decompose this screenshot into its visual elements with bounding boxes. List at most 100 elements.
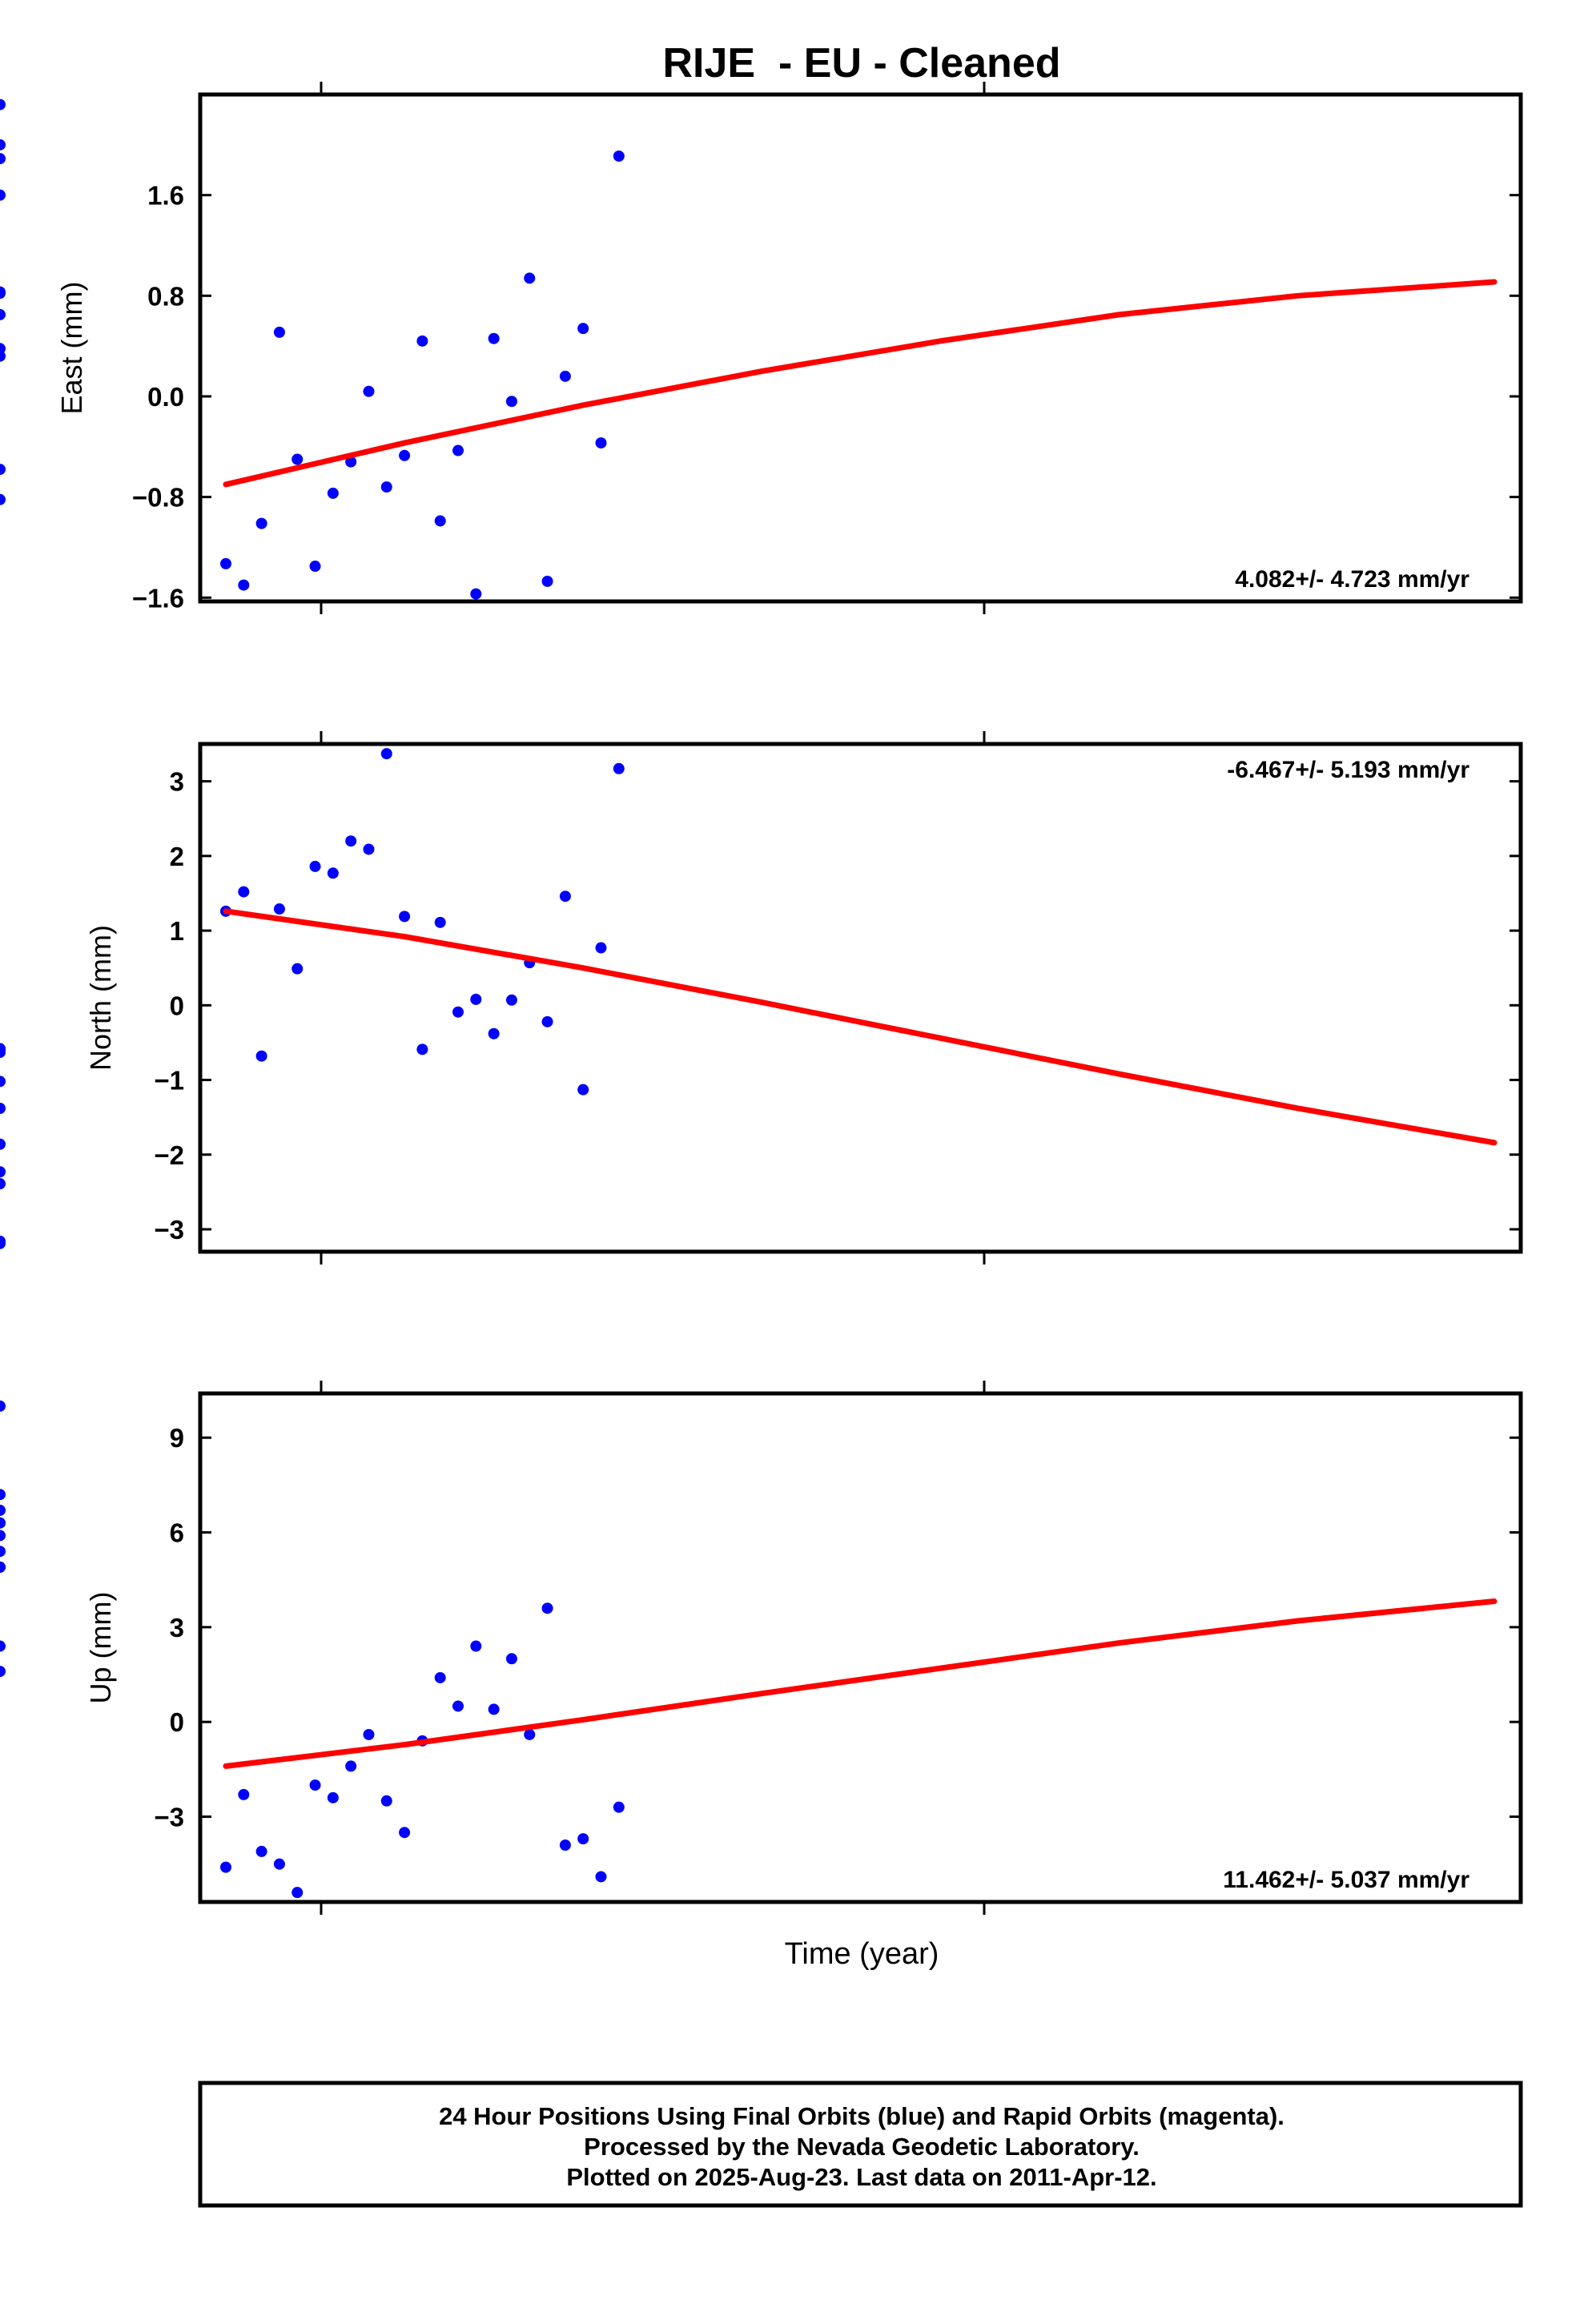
data-point: [559, 891, 571, 903]
data-point: [399, 911, 411, 923]
data-point: [434, 916, 446, 928]
data-point: [309, 1779, 321, 1791]
y-tick-label: 3: [170, 767, 184, 797]
data-point: [220, 557, 231, 569]
y-tick-label: 1.6: [147, 181, 184, 211]
y-tick-label: −3: [154, 1803, 184, 1832]
data-point: [255, 1845, 267, 1857]
y-tick-label: 1: [170, 916, 184, 946]
data-point: [0, 1666, 6, 1678]
data-point: [0, 1504, 6, 1516]
panel-east: 1.6 0.8 0.0 −0.8 −1.6 East (mm) 4.082+/- 4.723…: [0, 82, 1523, 614]
data-point: [273, 326, 285, 338]
data-point: [416, 335, 428, 347]
data-point: [488, 1703, 500, 1715]
data-point: [559, 1839, 571, 1852]
data-point: [345, 1760, 357, 1772]
data-point: [434, 515, 446, 527]
data-point: [0, 99, 6, 111]
y-tick-label: −1: [154, 1066, 184, 1096]
data-point: [613, 1801, 625, 1813]
data-point: [470, 1640, 482, 1652]
y-tick-label: 0.0: [147, 382, 184, 412]
y-tick-label: −1.6: [132, 583, 184, 613]
data-point: [505, 396, 517, 408]
y-tick-label: −2: [154, 1140, 184, 1170]
x-axis-label: Time (year): [785, 1937, 939, 1971]
data-point: [0, 1235, 6, 1247]
data-point: [327, 867, 339, 879]
data-point: [363, 843, 375, 855]
data-point: [0, 1043, 6, 1055]
data-point: [595, 437, 607, 449]
data-point: [399, 449, 411, 461]
data-point: [541, 1602, 553, 1614]
data-point: [273, 1858, 285, 1870]
data-point: [0, 1530, 6, 1542]
data-point: [613, 762, 625, 774]
data-point: [255, 1050, 267, 1062]
data-point: [0, 1138, 6, 1150]
data-point: [238, 886, 250, 898]
data-point: [0, 1076, 6, 1088]
data-point: [524, 1728, 536, 1740]
data-point: [399, 1827, 411, 1839]
data-point: [0, 1561, 6, 1573]
data-point: [488, 332, 500, 344]
footer-line-3: Plotted on 2025-Aug-23. Last data on 201…: [566, 2163, 1156, 2191]
y-tick-label: 0.8: [147, 281, 184, 311]
data-point: [577, 323, 589, 335]
data-point: [0, 153, 6, 165]
data-point: [541, 575, 553, 587]
rate-label: 4.082+/- 4.723 mm/yr: [1235, 566, 1469, 593]
data-point: [505, 1653, 517, 1665]
data-point: [327, 487, 339, 499]
data-point: [0, 1166, 6, 1178]
rate-label: 11.462+/- 5.037 mm/yr: [1223, 1867, 1469, 1893]
data-point: [291, 1887, 304, 1899]
data-point: [309, 561, 321, 573]
data-point: [416, 1043, 428, 1055]
y-tick-label: 3: [170, 1613, 184, 1642]
data-point: [595, 942, 607, 954]
fit-line: [223, 908, 1498, 1146]
data-point: [0, 1102, 6, 1114]
data-point: [363, 385, 375, 397]
data-point: [452, 1006, 464, 1018]
data-point: [0, 1489, 6, 1501]
data-point: [613, 150, 625, 162]
data-point: [291, 453, 304, 465]
chart-title: RIJE - EU - Cleaned: [663, 40, 1061, 86]
y-tick-label: 2: [170, 842, 184, 871]
data-point: [0, 1400, 6, 1412]
footer-box: [198, 2081, 1523, 2208]
data-point: [470, 993, 482, 1005]
y-axis-label: East (mm): [55, 282, 88, 415]
data-point: [345, 835, 357, 847]
data-point: [273, 903, 285, 915]
data-point: [380, 481, 392, 493]
data-point: [309, 860, 321, 872]
data-point: [238, 579, 250, 591]
y-axis-label: Up (mm): [84, 1592, 117, 1704]
data-point: [541, 1015, 553, 1027]
data-point: [220, 1861, 231, 1873]
data-point: [488, 1027, 500, 1039]
data-point: [0, 1178, 6, 1190]
data-point: [595, 1871, 607, 1883]
y-tick-label: 0: [170, 1707, 184, 1737]
data-point: [0, 493, 6, 505]
y-tick-label: 6: [170, 1518, 184, 1548]
data-point: [363, 1728, 375, 1740]
footer-line-2: Processed by the Nevada Geodetic Laborat…: [584, 2133, 1140, 2161]
data-point: [524, 272, 536, 284]
data-point: [0, 286, 6, 298]
plot-frame: [198, 742, 1523, 1254]
data-point: [0, 308, 6, 320]
y-axis-label: North (mm): [84, 925, 117, 1071]
y-tick-label: 0: [170, 991, 184, 1020]
data-point: [255, 517, 267, 529]
data-point: [327, 1791, 339, 1803]
data-point: [380, 1795, 392, 1807]
